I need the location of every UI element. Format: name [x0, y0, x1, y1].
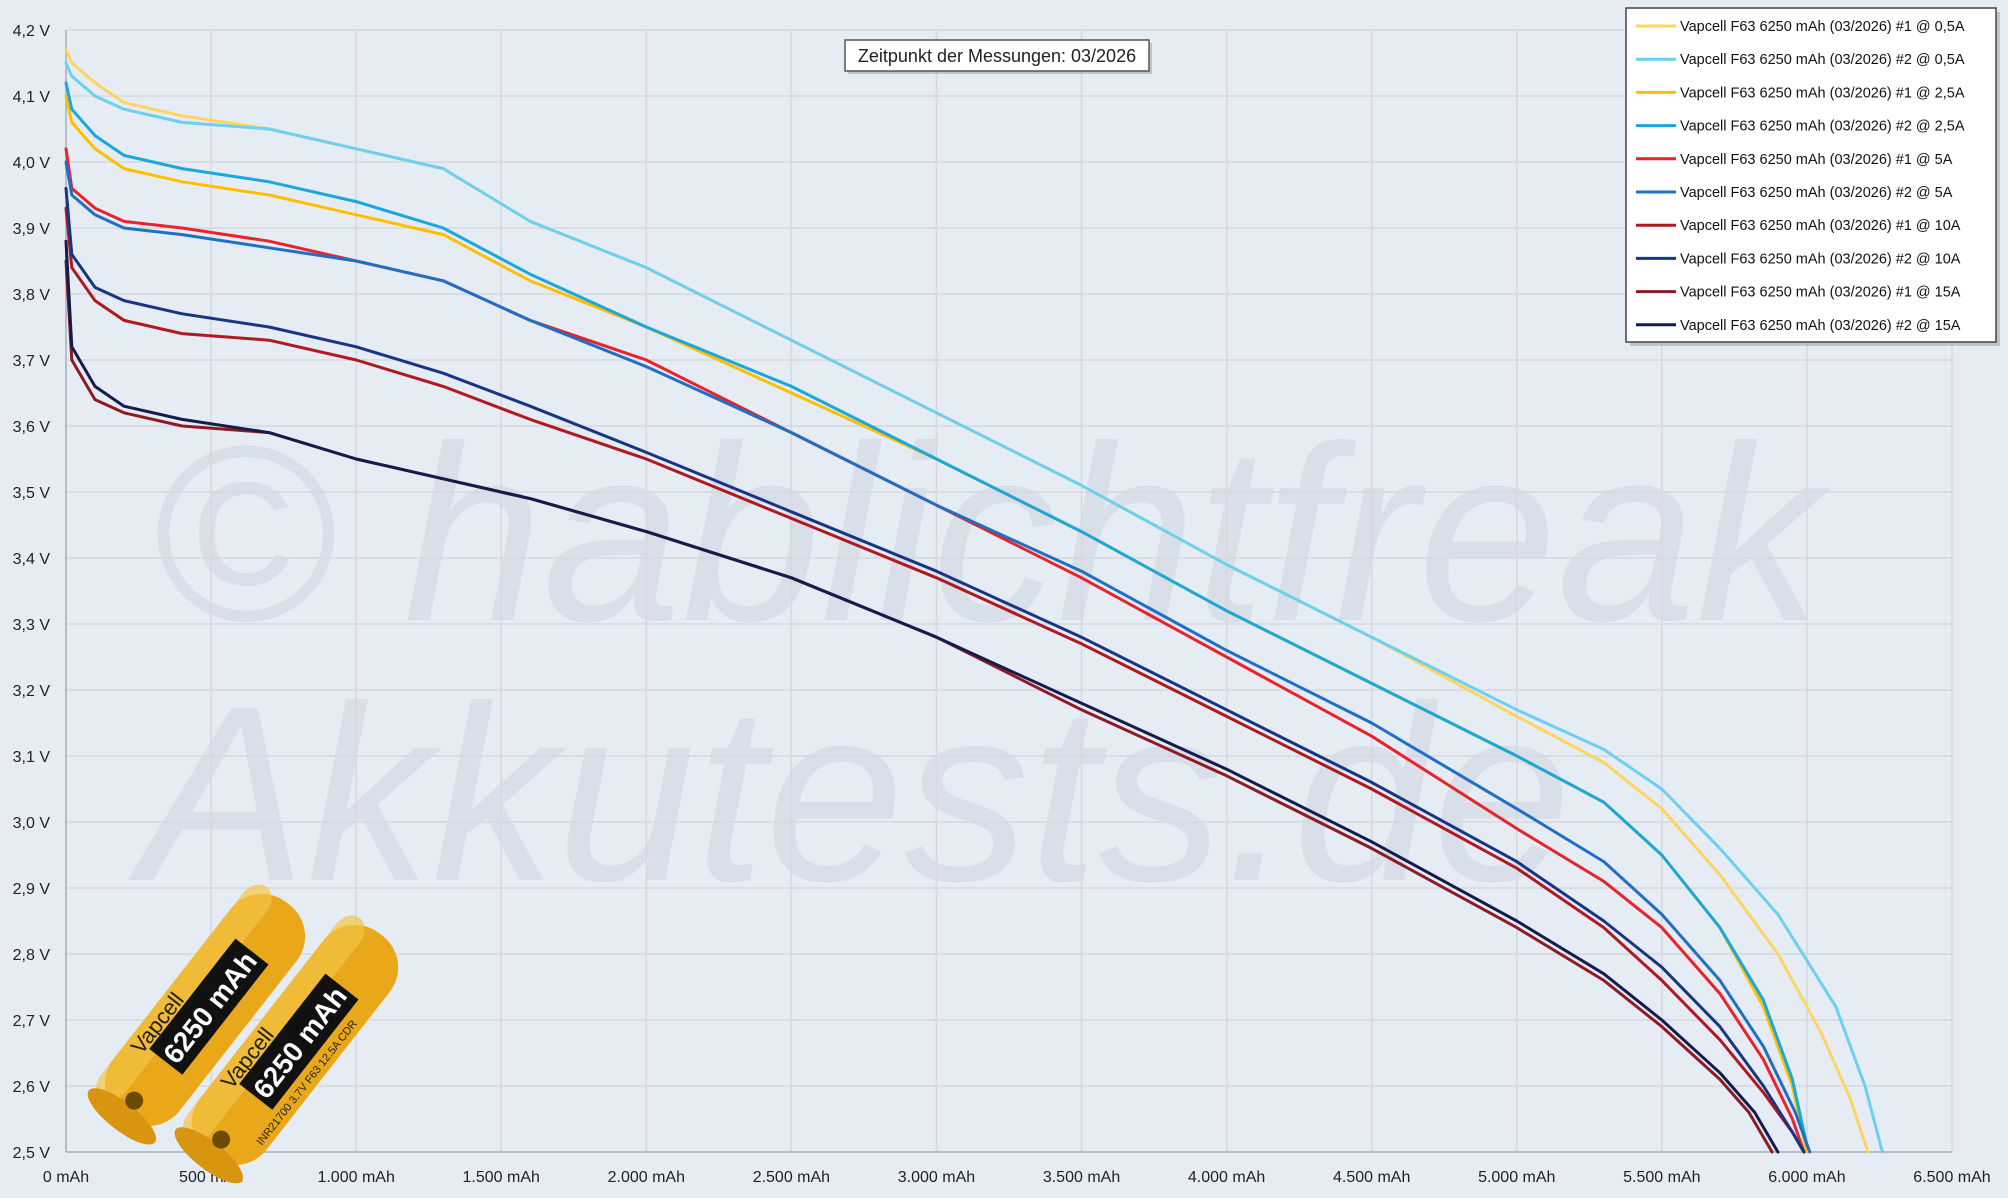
y-tick-label: 3,0 V — [13, 815, 51, 832]
watermark-line2: Akkutests.de — [127, 654, 1571, 933]
y-tick-label: 2,5 V — [13, 1145, 51, 1162]
y-tick-label: 3,5 V — [13, 485, 51, 502]
y-tick-label: 3,9 V — [13, 221, 51, 238]
x-tick-label: 5.500 mAh — [1623, 1169, 1700, 1186]
y-tick-label: 3,1 V — [13, 749, 51, 766]
y-tick-label: 3,8 V — [13, 287, 51, 304]
x-tick-label: 2.500 mAh — [753, 1169, 830, 1186]
y-tick-label: 3,3 V — [13, 617, 51, 634]
legend-label-4: Vapcell F63 6250 mAh (03/2026) #2 @ 2,5A — [1680, 119, 1965, 135]
legend-label-1: Vapcell F63 6250 mAh (03/2026) #1 @ 0,5A — [1680, 19, 1965, 35]
y-axis-tick-labels: 2,5 V 2,6 V 2,7 V 2,8 V 2,9 V 3,0 V 3,1 V 3,2 V… — [13, 23, 51, 1162]
measurement-date-text: Zeitpunkt der Messungen: 03/2026 — [858, 46, 1136, 66]
x-tick-label: 1.000 mAh — [317, 1169, 394, 1186]
x-tick-label: 4.000 mAh — [1188, 1169, 1265, 1186]
x-tick-label: 4.500 mAh — [1333, 1169, 1410, 1186]
legend-label-5: Vapcell F63 6250 mAh (03/2026) #1 @ 5A — [1680, 152, 1953, 168]
legend-label-9: Vapcell F63 6250 mAh (03/2026) #1 @ 15A — [1680, 285, 1961, 301]
x-tick-label: 6.000 mAh — [1768, 1169, 1845, 1186]
legend: Vapcell F63 6250 mAh (03/2026) #1 @ 0,5A… — [1625, 7, 2000, 346]
legend-label-10: Vapcell F63 6250 mAh (03/2026) #2 @ 15A — [1680, 318, 1961, 334]
series-lines — [64, 48, 1884, 1154]
legend-label-2: Vapcell F63 6250 mAh (03/2026) #2 @ 0,5A — [1680, 52, 1965, 68]
x-tick-label: 6.500 mAh — [1913, 1169, 1990, 1186]
y-tick-label: 2,8 V — [13, 947, 51, 964]
y-tick-label: 2,9 V — [13, 881, 51, 898]
series-line-6 — [64, 160, 1812, 1154]
measurement-date-box: Zeitpunkt der Messungen: 03/2026 — [844, 39, 1152, 74]
x-tick-label: 0 mAh — [43, 1169, 89, 1186]
series-line-10 — [64, 239, 1780, 1154]
series-line-4 — [64, 81, 1809, 1147]
legend-label-7: Vapcell F63 6250 mAh (03/2026) #1 @ 10A — [1680, 218, 1961, 234]
y-tick-label: 3,4 V — [13, 551, 51, 568]
legend-label-8: Vapcell F63 6250 mAh (03/2026) #2 @ 10A — [1680, 251, 1961, 267]
y-tick-label: 4,0 V — [13, 155, 51, 172]
x-axis-tick-labels: 0 mAh 500 mAh 1.000 mAh 1.500 mAh 2.000 mAh 2… — [43, 1169, 1991, 1186]
y-tick-label: 3,6 V — [13, 419, 51, 436]
y-tick-label: 4,2 V — [13, 23, 51, 40]
series-line-8 — [64, 186, 1806, 1154]
series-line-7 — [64, 206, 1806, 1154]
y-tick-label: 3,7 V — [13, 353, 51, 370]
series-line-2 — [64, 61, 1884, 1154]
x-tick-label: 5.000 mAh — [1478, 1169, 1555, 1186]
y-tick-label: 2,7 V — [13, 1013, 51, 1030]
y-tick-label: 3,2 V — [13, 683, 51, 700]
x-tick-label: 2.000 mAh — [608, 1169, 685, 1186]
x-tick-label: 3.500 mAh — [1043, 1169, 1120, 1186]
y-tick-label: 4,1 V — [13, 89, 51, 106]
x-tick-label: 1.500 mAh — [463, 1169, 540, 1186]
legend-label-3: Vapcell F63 6250 mAh (03/2026) #1 @ 2,5A — [1680, 85, 1965, 101]
y-tick-label: 2,6 V — [13, 1079, 51, 1096]
x-tick-label: 3.000 mAh — [898, 1169, 975, 1186]
legend-label-6: Vapcell F63 6250 mAh (03/2026) #2 @ 5A — [1680, 185, 1953, 201]
